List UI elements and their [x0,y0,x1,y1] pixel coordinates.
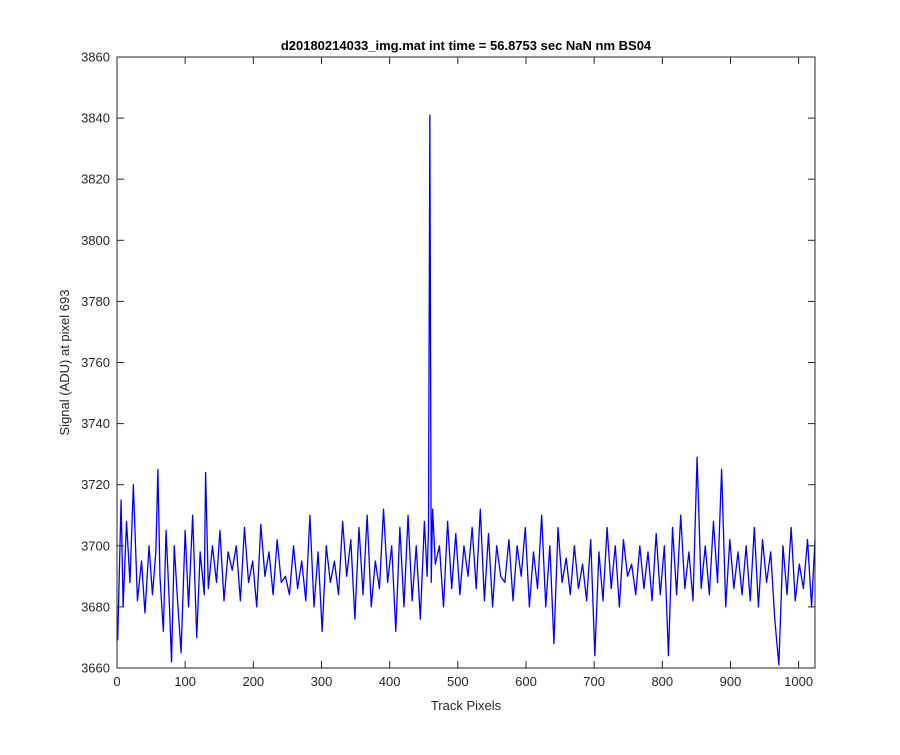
x-tick-label: 0 [113,674,120,689]
x-tick-label: 100 [174,674,196,689]
y-tick-label: 3680 [81,599,110,614]
y-tick-label: 3720 [81,477,110,492]
x-tick-label: 700 [583,674,605,689]
y-tick-label: 3780 [81,294,110,309]
x-axis-label: Track Pixels [431,698,502,713]
x-tick-label: 200 [242,674,264,689]
x-tick-label: 600 [515,674,537,689]
y-tick-label: 3740 [81,416,110,431]
y-tick-label: 3860 [81,50,110,65]
y-tick-label: 3840 [81,111,110,126]
y-axis-label: Signal (ADU) at pixel 693 [57,290,72,436]
y-tick-label: 3760 [81,355,110,370]
series-layer [117,114,816,666]
x-tick-label: 300 [311,674,333,689]
chart-title: d20180214033_img.mat int time = 56.8753 … [281,38,652,53]
ticks-layer: 0 100 200 300 400 500 600 700 800 900 1000 3660 3680… [81,50,815,689]
y-tick-label: 3820 [81,172,110,187]
x-tick-label: 400 [379,674,401,689]
y-tick-label: 3800 [81,233,110,248]
y-tick-label: 3700 [81,538,110,553]
y-tick-label: 3660 [81,661,110,676]
x-tick-label: 1000 [784,674,813,689]
x-tick-label: 800 [651,674,673,689]
series-line-0 [117,114,816,666]
x-tick-label: 900 [720,674,742,689]
x-tick-label: 500 [447,674,469,689]
